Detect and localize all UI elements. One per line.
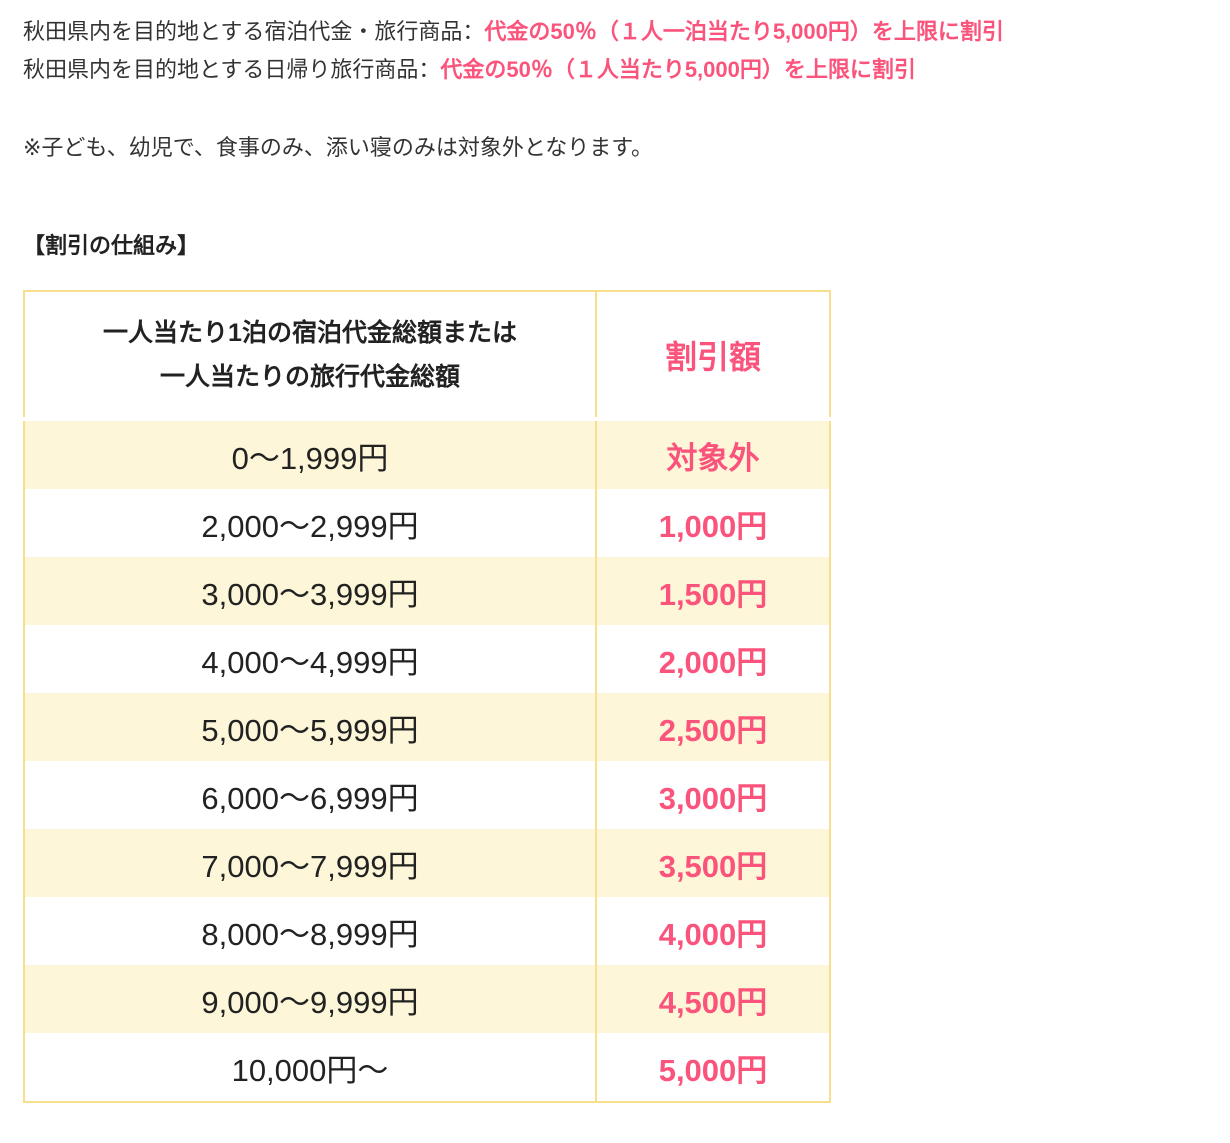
- price-cell: 5,000〜5,999円: [201, 712, 419, 748]
- discount-cell: 2,500円: [595, 693, 830, 761]
- discount-cell: 5,000円: [595, 1033, 830, 1102]
- price-header-line-2: 一人当たりの旅行代金総額: [159, 362, 460, 391]
- discount-cell: 3,000円: [595, 761, 830, 829]
- intro-line-1: 秋田県内を目的地とする宿泊代金・旅行商品：代金の50％（１人一泊当たり5,000…: [23, 19, 1004, 44]
- intro-paragraph: 秋田県内を目的地とする宿泊代金・旅行商品：代金の50％（１人一泊当たり5,000…: [23, 13, 1230, 89]
- intro-line-1-label: 秋田県内を目的地とする宿泊代金・旅行商品：: [23, 19, 485, 44]
- price-header-cell: 一人当たり1泊の宿泊代金総額または 一人当たりの旅行代金総額: [24, 291, 596, 421]
- table-row: 8,000〜8,999円 4,000円: [24, 897, 830, 965]
- price-cell: 9,000〜9,999円: [201, 984, 419, 1020]
- price-cell: 6,000〜6,999円: [201, 780, 419, 816]
- price-cell: 4,000〜4,999円: [201, 644, 419, 680]
- intro-line-2-label: 秋田県内を目的地とする日帰り旅行商品：: [23, 57, 441, 82]
- price-cell: 10,000円〜: [231, 1052, 389, 1088]
- discount-cell: 1,500円: [595, 557, 830, 625]
- intro-line-2-highlight: 代金の50％（１人当たり5,000円）を上限に割引: [440, 57, 916, 82]
- table-row: 2,000〜2,999円 1,000円: [24, 489, 830, 557]
- table-row: 9,000〜9,999円 4,500円: [24, 965, 830, 1033]
- discount-table: 一人当たり1泊の宿泊代金総額または 一人当たりの旅行代金総額 割引額 0〜1,9…: [23, 290, 831, 1103]
- table-row: 4,000〜4,999円 2,000円: [24, 625, 830, 693]
- discount-cell: 対象外: [595, 419, 830, 489]
- discount-cell: 3,500円: [595, 829, 830, 897]
- price-cell: 0〜1,999円: [231, 440, 389, 476]
- discount-cell: 1,000円: [595, 489, 830, 557]
- price-cell: 7,000〜7,999円: [201, 848, 419, 884]
- discount-cell: 4,500円: [595, 965, 830, 1033]
- table-row: 0〜1,999円 対象外: [24, 419, 830, 489]
- discount-cell: 4,000円: [595, 897, 830, 965]
- price-cell: 2,000〜2,999円: [201, 508, 419, 544]
- discount-header-cell: 割引額: [595, 291, 830, 421]
- table-row: 7,000〜7,999円 3,500円: [24, 829, 830, 897]
- intro-line-1-highlight: 代金の50％（１人一泊当たり5,000円）を上限に割引: [484, 19, 1004, 44]
- intro-line-2: 秋田県内を目的地とする日帰り旅行商品：代金の50％（１人当たり5,000円）を上…: [23, 57, 916, 82]
- section-heading: 【割引の仕組み】: [23, 233, 200, 258]
- table-header-row: 一人当たり1泊の宿泊代金総額または 一人当たりの旅行代金総額 割引額: [24, 291, 830, 421]
- page: 秋田県内を目的地とする宿泊代金・旅行商品：代金の50％（１人一泊当たり5,000…: [23, 13, 1230, 1103]
- price-header-line-1: 一人当たり1泊の宿泊代金総額または: [103, 318, 517, 347]
- table-row: 10,000円〜 5,000円: [24, 1033, 830, 1102]
- price-cell: 3,000〜3,999円: [201, 576, 419, 612]
- exclusion-note: ※子ども、幼児で、食事のみ、添い寝のみは対象外となります。: [23, 135, 654, 160]
- table-row: 6,000〜6,999円 3,000円: [24, 761, 830, 829]
- table-row: 3,000〜3,999円 1,500円: [24, 557, 830, 625]
- discount-cell: 2,000円: [595, 625, 830, 693]
- table-row: 5,000〜5,999円 2,500円: [24, 693, 830, 761]
- price-cell: 8,000〜8,999円: [201, 916, 419, 952]
